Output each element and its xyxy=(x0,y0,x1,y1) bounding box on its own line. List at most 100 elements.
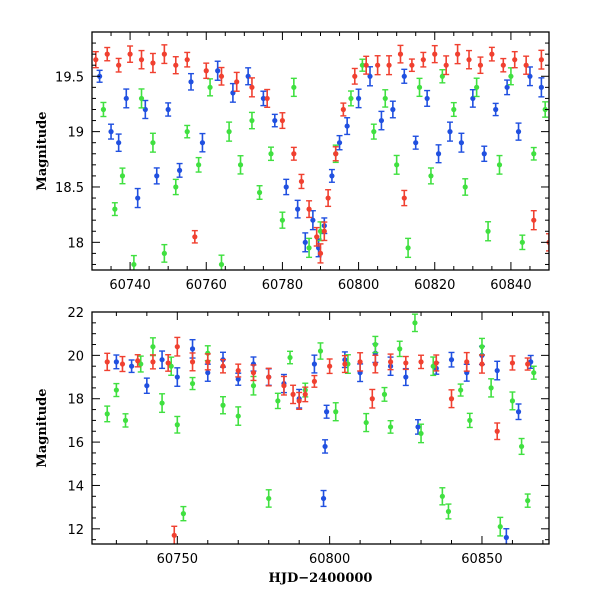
data-point xyxy=(492,102,499,117)
marker xyxy=(321,228,327,234)
marker xyxy=(382,95,388,102)
data-point xyxy=(515,403,522,421)
x-tick-label: 60820 xyxy=(414,278,455,293)
marker xyxy=(138,95,145,102)
data-point xyxy=(386,55,393,76)
marker xyxy=(104,411,110,417)
data-point xyxy=(389,100,396,119)
marker xyxy=(235,413,241,419)
marker xyxy=(250,370,257,376)
marker xyxy=(311,361,318,367)
data-point xyxy=(207,78,214,97)
y-axis-label: Magnitude xyxy=(35,388,50,467)
marker xyxy=(279,117,286,124)
marker xyxy=(218,261,225,268)
data-point xyxy=(149,132,156,153)
data-point xyxy=(113,354,120,370)
y-tick-label: 18 xyxy=(67,393,84,408)
data-point xyxy=(382,89,389,108)
data-point xyxy=(174,415,181,434)
data-point xyxy=(137,355,144,373)
data-point xyxy=(226,121,233,142)
x-tick-label: 60780 xyxy=(262,278,303,293)
marker xyxy=(508,73,514,79)
data-point xyxy=(317,342,324,360)
data-point xyxy=(416,77,423,98)
marker xyxy=(317,348,324,354)
marker xyxy=(196,162,202,168)
data-point xyxy=(527,354,534,369)
marker xyxy=(173,184,179,190)
marker xyxy=(415,424,421,430)
marker xyxy=(458,140,465,146)
series-3 xyxy=(104,336,531,544)
marker xyxy=(291,84,297,90)
data-point xyxy=(229,82,236,103)
data-point xyxy=(431,44,438,64)
marker xyxy=(159,357,165,363)
marker xyxy=(494,367,500,374)
data-point xyxy=(488,378,495,398)
data-point xyxy=(218,254,225,270)
marker xyxy=(131,261,137,268)
marker xyxy=(116,140,122,146)
data-point xyxy=(445,503,452,520)
data-point xyxy=(108,123,115,140)
data-point xyxy=(161,44,168,65)
marker xyxy=(479,361,485,367)
marker xyxy=(281,383,287,389)
marker xyxy=(205,359,211,365)
marker xyxy=(112,206,118,212)
data-point xyxy=(325,189,332,208)
data-point xyxy=(171,525,178,544)
marker xyxy=(138,361,144,367)
data-point xyxy=(458,132,465,153)
data-point xyxy=(372,354,379,374)
marker xyxy=(531,370,537,376)
data-point xyxy=(439,487,446,506)
marker xyxy=(363,419,369,426)
data-point xyxy=(340,102,347,117)
data-point xyxy=(397,44,404,64)
bottom-plot-area xyxy=(104,313,537,544)
data-point xyxy=(332,402,339,422)
data-point xyxy=(265,489,272,508)
x-tick-label: 60850 xyxy=(461,552,502,567)
x-tick-label: 60800 xyxy=(309,552,350,567)
data-point xyxy=(341,354,348,374)
marker xyxy=(165,106,171,113)
marker xyxy=(333,409,339,415)
data-point xyxy=(122,413,129,428)
data-point xyxy=(279,211,286,229)
marker xyxy=(500,62,506,68)
marker xyxy=(405,245,411,251)
marker xyxy=(260,95,266,102)
series-1 xyxy=(113,338,534,544)
marker xyxy=(477,62,484,68)
data-point xyxy=(100,101,107,118)
data-point xyxy=(274,392,281,410)
marker xyxy=(199,140,206,146)
marker xyxy=(104,359,110,365)
data-point xyxy=(347,90,354,107)
marker xyxy=(283,184,289,190)
data-point xyxy=(115,57,122,73)
marker xyxy=(375,62,381,68)
data-point xyxy=(396,340,403,358)
marker xyxy=(448,357,455,363)
data-point xyxy=(530,209,537,231)
marker xyxy=(203,68,209,74)
data-point xyxy=(280,375,287,396)
marker xyxy=(439,493,445,499)
y-tick-label: 16 xyxy=(67,436,84,451)
data-point xyxy=(306,200,313,219)
data-point xyxy=(507,67,514,86)
data-point xyxy=(357,352,364,372)
data-point xyxy=(165,354,172,372)
data-point xyxy=(418,354,425,370)
data-point xyxy=(127,45,134,63)
marker xyxy=(189,380,196,387)
data-point xyxy=(189,352,196,372)
marker xyxy=(418,430,424,437)
data-point xyxy=(430,356,437,377)
